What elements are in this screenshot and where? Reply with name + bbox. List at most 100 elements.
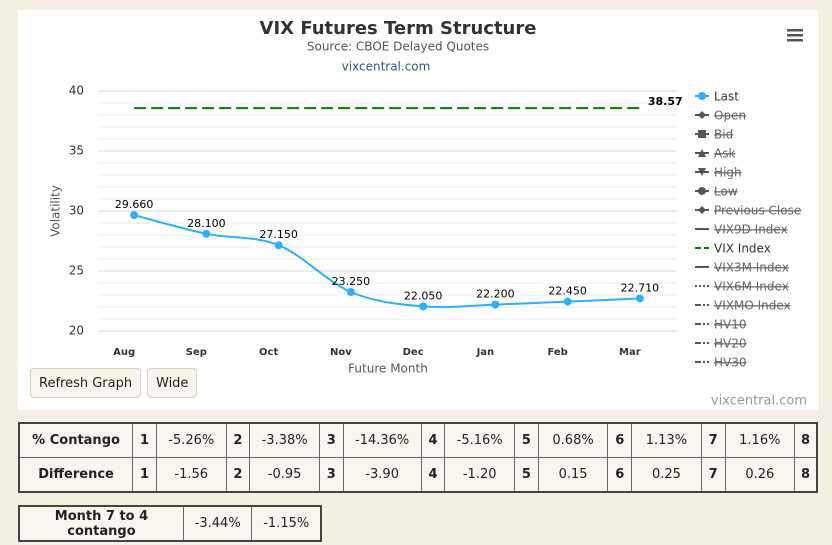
x-tick-label: Sep	[186, 347, 207, 358]
menu-icon[interactable]	[787, 29, 803, 42]
table-cell: Month 7 to 4 contango	[18, 505, 184, 542]
legend-symbol	[698, 92, 706, 100]
table-cell: 1	[132, 457, 157, 493]
table-cell: 8	[794, 457, 818, 493]
table-cell: 7	[700, 457, 726, 493]
legend-label: HV10	[714, 318, 747, 332]
data-label: 22.710	[621, 281, 660, 294]
data-label: 28.100	[187, 217, 226, 230]
month-table: Month 7 to 4 contango -3.44% -1.15%	[18, 505, 322, 542]
data-point	[274, 241, 283, 250]
x-tick-label: Mar	[619, 347, 641, 358]
contango-table: % Contango 1 -5.26% 2 -3.38% 3 -14.36% 4 -5.16% 5…	[18, 422, 818, 493]
table-cell: 6	[607, 457, 633, 493]
table-cell: 0.26	[724, 457, 796, 493]
x-tick-label: Oct	[259, 347, 278, 358]
table-cell: 1.16%	[724, 422, 796, 458]
table-cell: % Contango	[18, 422, 134, 458]
legend-item[interactable]: VIX Index	[695, 242, 771, 256]
legend-symbol	[698, 130, 706, 138]
table-cell: 2	[225, 422, 251, 458]
data-point	[563, 297, 572, 306]
y-tick-label: 40	[69, 84, 84, 98]
legend-item[interactable]: Open	[695, 109, 746, 123]
table-cell: 4	[420, 457, 446, 493]
source-link[interactable]: vixcentral.com	[342, 60, 431, 74]
table-cell: -3.90	[342, 457, 422, 493]
credits[interactable]: vixcentral.com	[711, 394, 807, 409]
button[interactable]: Refresh Graph	[30, 368, 142, 398]
table-row: % Contango 1 -5.26% 2 -3.38% 3 -14.36% 4 -5.16% 5…	[18, 422, 818, 458]
y-tick-label: 20	[69, 324, 84, 338]
table-cell: 2	[225, 457, 251, 493]
legend-item[interactable]: Bid	[695, 128, 733, 142]
legend-symbol	[698, 149, 706, 157]
table-cell: Difference	[18, 457, 134, 493]
table-cell: 0.15	[537, 457, 609, 493]
y-tick-label: 35	[69, 144, 84, 158]
chart: VIX Futures Term Structure Source: CBOE …	[49, 18, 808, 409]
legend-symbol	[698, 111, 706, 119]
legend-symbol	[698, 206, 706, 214]
table-cell: 3	[318, 422, 344, 458]
legend-item[interactable]: Previous Close	[695, 204, 801, 218]
table-cell: 0.25	[631, 457, 702, 493]
x-axis-label: Future Month	[348, 362, 428, 376]
legend-label: Low	[714, 185, 738, 199]
table-cell: -1.15%	[251, 505, 322, 542]
table-cell: 5	[513, 422, 539, 458]
table-cell: 7	[700, 422, 726, 458]
chart-title: VIX Futures Term Structure	[260, 18, 537, 39]
legend-item[interactable]: Last	[695, 90, 739, 104]
legend-label: VIX6M Index	[714, 280, 789, 294]
legend-item[interactable]: HV20	[695, 337, 747, 351]
table-cell: 6	[607, 422, 633, 458]
chart-subtitle: Source: CBOE Delayed Quotes	[307, 40, 489, 54]
table-cell: -1.20	[444, 457, 515, 493]
legend-symbol	[698, 168, 706, 176]
y-axis-label: Volatility	[49, 185, 63, 237]
chart-panel: VIX Futures Term Structure Source: CBOE …	[18, 10, 818, 410]
table-cell: -3.38%	[249, 422, 320, 458]
table-cell: -1.56	[155, 457, 227, 493]
data-label: 22.450	[548, 285, 587, 298]
legend-label: Bid	[714, 128, 733, 142]
x-tick-label: Dec	[403, 347, 424, 358]
button[interactable]: Wide	[147, 368, 198, 398]
legend-label: High	[714, 166, 742, 180]
table-cell: 1	[132, 422, 157, 458]
legend-item[interactable]: VIXMO Index	[695, 299, 791, 313]
legend-item[interactable]: High	[695, 166, 742, 180]
legend-item[interactable]: VIX3M Index	[695, 261, 789, 275]
legend-label: Last	[714, 90, 739, 104]
data-label: 23.250	[332, 275, 371, 288]
legend-label: Open	[714, 109, 746, 123]
legend-item[interactable]: Low	[695, 185, 738, 199]
table-cell: -5.26%	[155, 422, 227, 458]
y-tick-label: 30	[69, 204, 84, 218]
table-cell: -14.36%	[342, 422, 422, 458]
legend-label: VIX9D Index	[714, 223, 788, 237]
legend-item[interactable]: VIX9D Index	[695, 223, 788, 237]
table-cell: -3.44%	[182, 505, 253, 542]
legend-label: Ask	[714, 147, 735, 161]
legend-item[interactable]: Ask	[695, 147, 735, 161]
data-label: 29.660	[115, 198, 154, 211]
table-cell: 1.13%	[631, 422, 702, 458]
data-label: 27.150	[259, 228, 298, 241]
legend-label: VIX Index	[714, 242, 771, 256]
table-row: Month 7 to 4 contango -3.44% -1.15%	[18, 505, 322, 542]
data-point	[491, 300, 500, 309]
table-cell: -5.16%	[444, 422, 515, 458]
legend-label: Previous Close	[714, 204, 801, 218]
legend-label: VIX3M Index	[714, 261, 789, 275]
table-cell: 0.68%	[537, 422, 609, 458]
table-cell: -0.95	[249, 457, 320, 493]
legend-item[interactable]: VIX6M Index	[695, 280, 789, 294]
legend-item[interactable]: HV30	[695, 356, 747, 370]
table-cell: 5	[513, 457, 539, 493]
legend-item[interactable]: HV10	[695, 318, 747, 332]
data-point	[419, 302, 428, 311]
x-tick-label: Jan	[476, 347, 495, 358]
